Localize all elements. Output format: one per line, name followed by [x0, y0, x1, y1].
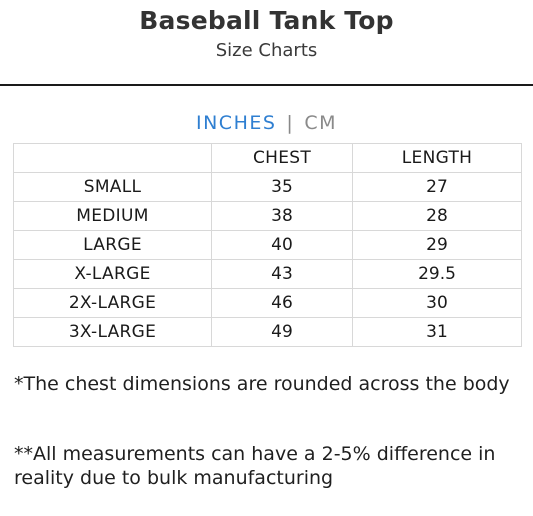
chest-cell: 38	[211, 201, 353, 231]
size-cell: X-LARGE	[13, 259, 212, 289]
size-cell: SMALL	[13, 172, 212, 202]
column-header-chest: CHEST	[211, 143, 353, 173]
chest-cell: 49	[211, 317, 353, 347]
table-row: SMALL 35 27	[13, 172, 522, 202]
header-divider	[0, 84, 533, 86]
table-row: 2X-LARGE 46 30	[13, 288, 522, 318]
page-title: Baseball Tank Top	[139, 6, 394, 35]
length-cell: 31	[352, 317, 522, 347]
column-header-size	[13, 143, 212, 173]
measurement-variance-note: **All measurements can have a 2-5% diffe…	[14, 443, 496, 489]
table-row: 3X-LARGE 49 31	[13, 317, 522, 347]
table-row: MEDIUM 38 28	[13, 201, 522, 231]
length-cell: 27	[352, 172, 522, 202]
unit-separator: |	[286, 112, 295, 134]
chest-rounding-note: *The chest dimensions are rounded across…	[14, 373, 510, 395]
size-cell: MEDIUM	[13, 201, 212, 231]
unit-inches-button[interactable]: INCHES	[195, 112, 277, 134]
chest-cell: 43	[211, 259, 353, 289]
size-chart-table: CHEST LENGTH SMALL 35 27 MEDIUM 38 28 LA…	[13, 143, 522, 347]
length-cell: 28	[352, 201, 522, 231]
page-subtitle: Size Charts	[215, 40, 318, 61]
chest-cell: 40	[211, 230, 353, 260]
table-row: X-LARGE 43 29.5	[13, 259, 522, 289]
table-header-row: CHEST LENGTH	[13, 143, 522, 173]
size-cell: 2X-LARGE	[13, 288, 212, 318]
size-cell: LARGE	[13, 230, 212, 260]
column-header-length: LENGTH	[352, 143, 522, 173]
table-row: LARGE 40 29	[13, 230, 522, 260]
size-cell: 3X-LARGE	[13, 317, 212, 347]
length-cell: 29	[352, 230, 522, 260]
unit-cm-button[interactable]: CM	[304, 112, 337, 134]
length-cell: 30	[352, 288, 522, 318]
length-cell: 29.5	[352, 259, 522, 289]
unit-toggle: INCHES | CM	[0, 112, 533, 134]
chest-cell: 35	[211, 172, 353, 202]
chest-cell: 46	[211, 288, 353, 318]
